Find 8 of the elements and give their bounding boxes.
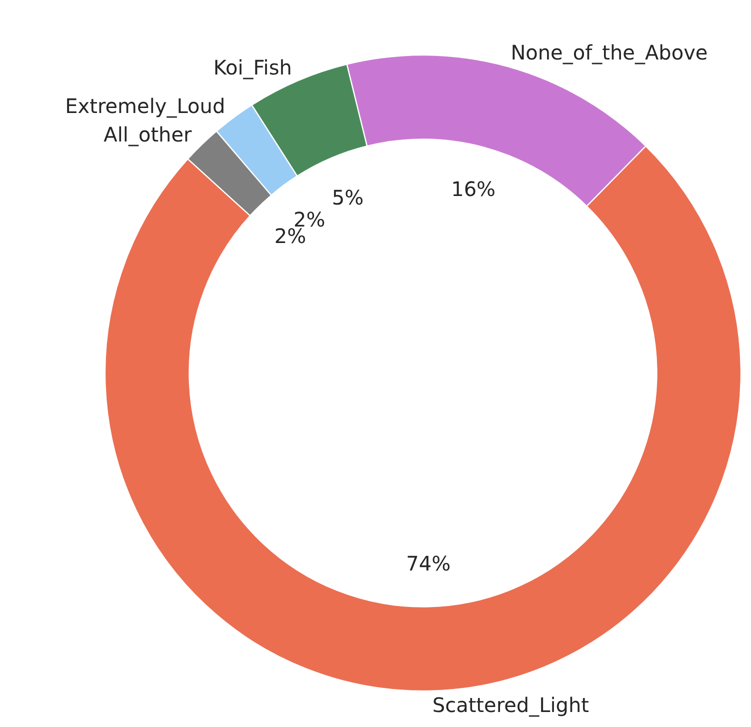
slice-label: All_other	[104, 122, 193, 146]
data-label: 74%	[406, 552, 451, 576]
slice-label: Extremely_Loud	[65, 94, 226, 118]
slice-label: Koi_Fish	[213, 56, 292, 80]
slice-label: None_of_the_Above	[510, 40, 708, 64]
data-label: 16%	[451, 176, 496, 201]
slice-label: Scattered_Light	[432, 693, 590, 718]
data-label: 5%	[332, 186, 364, 210]
